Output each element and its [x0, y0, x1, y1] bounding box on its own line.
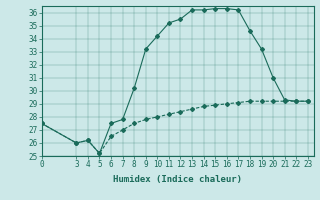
X-axis label: Humidex (Indice chaleur): Humidex (Indice chaleur) — [113, 175, 242, 184]
